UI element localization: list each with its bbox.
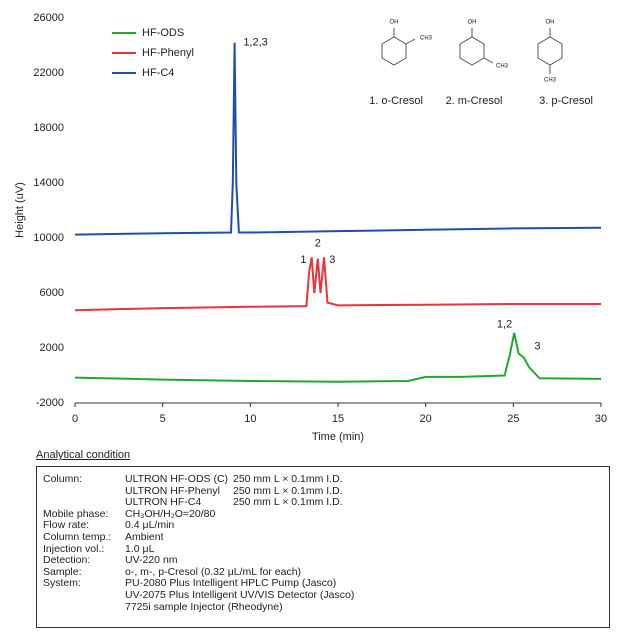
- compound-name: 1. o-Cresol: [369, 95, 423, 107]
- substituent: OH: [468, 20, 477, 26]
- value-line: CH₃OH/H₂O=20/80: [125, 507, 216, 520]
- condition-label: System:: [43, 577, 81, 590]
- value-part: 250 mm L × 0.1mm I.D.: [233, 496, 343, 509]
- peak-label: 3: [329, 254, 335, 266]
- x-tick-label: 30: [595, 413, 607, 425]
- condition-label: Column temp.:: [43, 530, 112, 543]
- condition-table: Column: ULTRON HF-ODS (C) 250 mm L × 0.1mm…: [36, 466, 610, 628]
- condition-row: System: PU-2080 Plus Intelligent HPLC Pum…: [43, 578, 603, 613]
- value-part: ULTRON HF-ODS (C): [125, 473, 229, 485]
- series-line: [74, 332, 602, 383]
- condition-value: UV-220 nm: [125, 555, 178, 567]
- value-line: Ambient: [125, 530, 164, 543]
- peak-label: 1: [300, 254, 306, 266]
- value-part: 250 mm L × 0.1mm I.D.: [233, 484, 343, 497]
- condition-label: Column:: [43, 473, 83, 485]
- value-part: ULTRON HF-Phenyl: [125, 484, 220, 497]
- condition-value: 1.0 μL: [125, 542, 155, 556]
- substituent: CH3: [496, 64, 509, 70]
- condition-row: Injection vol.: 1.0 μL: [43, 542, 603, 556]
- value-part: 250 mm L × 0.1mm I.D.: [233, 473, 343, 485]
- condition-label: Mobile phase:: [43, 507, 109, 520]
- x-tick-label: 15: [332, 413, 344, 425]
- legend-label: HF-Phenyl: [142, 47, 194, 59]
- substituent: OH: [546, 20, 555, 26]
- series-line: [74, 257, 601, 312]
- substituent: CH3: [420, 36, 433, 42]
- condition-row: Sample: o-, m-, p-Cresol (0.32 μL/mL for …: [43, 565, 603, 579]
- value-line: 0.4 μL/min: [125, 519, 175, 532]
- peak-label: 1,2,3: [243, 37, 267, 49]
- condition-label: Flow rate:: [43, 519, 90, 532]
- y-tick-label: -2000: [36, 397, 64, 409]
- y-tick-label: 2000: [40, 342, 64, 354]
- peak-label: 2: [315, 237, 321, 249]
- condition-row: Detection: UV-220 nm: [43, 555, 603, 567]
- condition-row: Column: ULTRON HF-ODS (C) 250 mm L × 0.1mm…: [43, 473, 603, 509]
- value-line: ULTRON HF-Phenyl 250 mm L × 0.1mm I.D.: [125, 484, 343, 498]
- section-title: Analytical condition: [36, 449, 131, 461]
- y-axis-title: Height (uV): [14, 182, 26, 238]
- x-tick-label: 25: [507, 413, 519, 425]
- legend-label: HF-C4: [142, 67, 174, 79]
- value-line: 7725i sample Injector (Rheodyne): [125, 600, 283, 613]
- compound-name: 3. p-Cresol: [539, 95, 593, 107]
- peak-label: 3: [534, 341, 540, 353]
- bond: [393, 28, 416, 45]
- y-tick-label: 22000: [33, 67, 64, 79]
- value-line: o-, m-, p-Cresol (0.32 μL/mL for each): [125, 565, 302, 578]
- value-part: ULTRON HF-C4: [125, 496, 202, 509]
- y-tick-label: 6000: [40, 287, 64, 299]
- condition-row: Mobile phase: CH₃OH/H₂O=20/80: [43, 507, 603, 521]
- value-line: ULTRON HF-C4 250 mm L × 0.1mm I.D.: [125, 497, 343, 509]
- condition-row: Flow rate: 0.4 μL/min: [43, 520, 603, 532]
- ring: [537, 36, 563, 66]
- value-line: PU-2080 Plus Intelligent HPLC Pump (Jasc…: [125, 577, 337, 590]
- condition-label: Sample:: [43, 565, 82, 578]
- condition-value: o-, m-, p-Cresol (0.32 μL/mL for each): [125, 565, 302, 579]
- x-tick-label: 5: [160, 413, 166, 425]
- ring: [459, 36, 485, 66]
- structures: [381, 28, 563, 74]
- x-tick-label: 20: [420, 413, 432, 425]
- value-line: UV-220 nm: [125, 554, 178, 567]
- legend-label: HF-ODS: [142, 27, 184, 39]
- compound-name: 2. m-Cresol: [446, 95, 503, 107]
- series-line: [74, 42, 602, 236]
- x-tick-label: 0: [72, 413, 78, 425]
- condition-value: Ambient: [125, 530, 164, 544]
- ring: [381, 36, 407, 66]
- y-tick-label: 10000: [33, 232, 64, 244]
- substituent: CH3: [544, 78, 557, 84]
- condition-value: PU-2080 Plus Intelligent HPLC Pump (Jasc…: [125, 578, 354, 613]
- condition-row: Column temp.: Ambient: [43, 530, 603, 544]
- x-tick-label: 10: [244, 413, 256, 425]
- condition-value: CH₃OH/H₂O=20/80: [125, 507, 216, 521]
- condition-value: 0.4 μL/min: [125, 520, 174, 532]
- condition-label: Detection:: [43, 554, 91, 567]
- value-line: UV-2075 Plus Intelligent UV/VIS Detector…: [125, 588, 355, 601]
- x-axis-title: Time (min): [312, 431, 364, 443]
- condition-label: Injection vol.:: [43, 542, 105, 555]
- value-line: ULTRON HF-ODS (C) 250 mm L × 0.1mm I.D.: [125, 473, 343, 486]
- value-line: 1.0 μL: [125, 542, 155, 555]
- substituent: OH: [390, 20, 399, 26]
- peak-label: 1,2: [497, 319, 512, 331]
- y-tick-label: 14000: [33, 177, 64, 189]
- bond: [471, 28, 494, 64]
- condition-value: ULTRON HF-ODS (C) 250 mm L × 0.1mm I.D. UL…: [125, 473, 343, 509]
- chart: Height (uV) Time (min) -2000 2000 6000 1000…: [14, 12, 607, 443]
- y-tick-label: 18000: [33, 122, 64, 134]
- y-tick-label: 26000: [33, 12, 64, 24]
